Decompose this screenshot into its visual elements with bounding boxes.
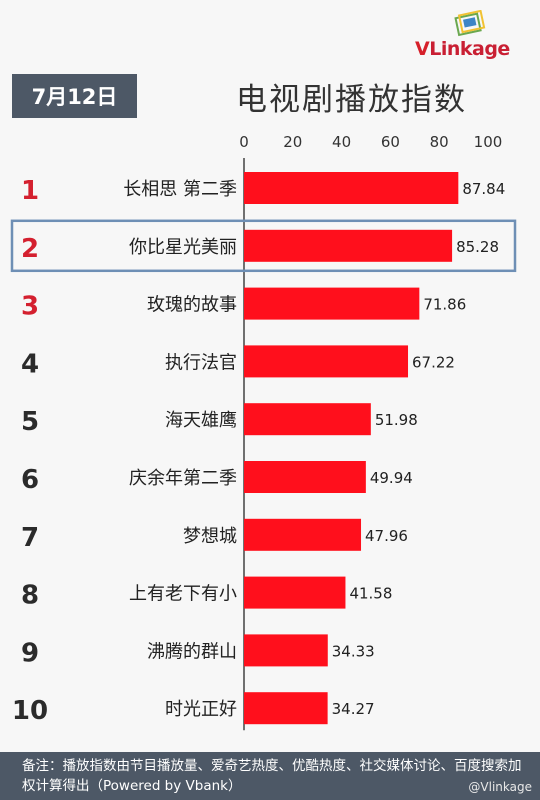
- x-tick-label: 60: [381, 133, 400, 151]
- x-tick-label: 100: [474, 133, 503, 151]
- bar-value-label: 41.58: [349, 585, 392, 603]
- bar: [244, 692, 328, 725]
- bar: [244, 229, 453, 262]
- bar: [244, 634, 328, 667]
- drama-name: 时光正好: [165, 699, 237, 720]
- logo-text-rest: Linkage: [429, 38, 510, 60]
- drama-name: 执行法官: [165, 352, 237, 373]
- rank-number: 2: [21, 234, 39, 264]
- rank-number: 1: [21, 176, 39, 206]
- drama-name: 海天雄鹰: [165, 410, 237, 431]
- bar: [244, 345, 409, 378]
- chart-title: 电视剧播放指数: [236, 82, 467, 118]
- rank-number: 6: [21, 465, 39, 495]
- bar: [244, 403, 371, 436]
- x-tick-label: 0: [239, 133, 249, 151]
- bar: [244, 518, 362, 551]
- logo-text: VLinkage: [415, 38, 510, 60]
- bar: [244, 576, 346, 609]
- logo-graphic-icon: [454, 9, 486, 37]
- bar: [244, 461, 366, 493]
- x-tick-label: 20: [283, 133, 302, 151]
- vlinkage-logo: VLinkage: [415, 9, 535, 60]
- bar-value-label: 47.96: [365, 527, 408, 545]
- bar-value-label: 71.86: [423, 296, 466, 314]
- bar-value-label: 34.33: [332, 642, 375, 660]
- bar: [244, 172, 459, 204]
- bar-value-label: 49.94: [370, 469, 413, 487]
- drama-name: 上有老下有小: [129, 584, 237, 605]
- bar-value-label: 87.84: [462, 180, 505, 198]
- drama-name: 长相思 第二季: [123, 179, 237, 200]
- drama-name: 梦想城: [183, 526, 237, 547]
- rank-number: 9: [21, 638, 39, 668]
- bar: [244, 287, 420, 320]
- x-tick-label: 80: [430, 133, 449, 151]
- rank-number: 10: [12, 696, 48, 726]
- logo-text-v: V: [415, 38, 430, 60]
- date-badge: 7月12日: [12, 74, 137, 118]
- watermark: @Vlinkage: [468, 780, 532, 794]
- drama-name: 庆余年第二季: [129, 468, 237, 489]
- bar-value-label: 51.98: [375, 411, 418, 429]
- rank-number: 5: [21, 407, 39, 437]
- bar-chart: 0 20 40 60 80 100 1 长相思 第二季 87.84 2 你比星光美丽 85.28 3 玫瑰…: [10, 133, 517, 731]
- rank-number: 4: [21, 349, 39, 379]
- drama-name: 沸腾的群山: [147, 641, 237, 662]
- bar-value-label: 67.22: [412, 353, 455, 371]
- drama-name: 你比星光美丽: [129, 237, 237, 258]
- bar-value-label: 34.27: [332, 700, 375, 718]
- footnote: 备注：播放指数由节目播放量、爱奇艺热度、优酷热度、社交媒体讨论、百度搜索加权计算…: [0, 752, 540, 800]
- rank-number: 7: [21, 523, 39, 553]
- rank-number: 8: [21, 581, 39, 611]
- rank-number: 3: [21, 292, 39, 322]
- highlight-box: [10, 219, 517, 273]
- bar-value-label: 85.28: [456, 238, 499, 256]
- drama-name: 玫瑰的故事: [147, 295, 237, 316]
- x-tick-label: 40: [332, 133, 351, 151]
